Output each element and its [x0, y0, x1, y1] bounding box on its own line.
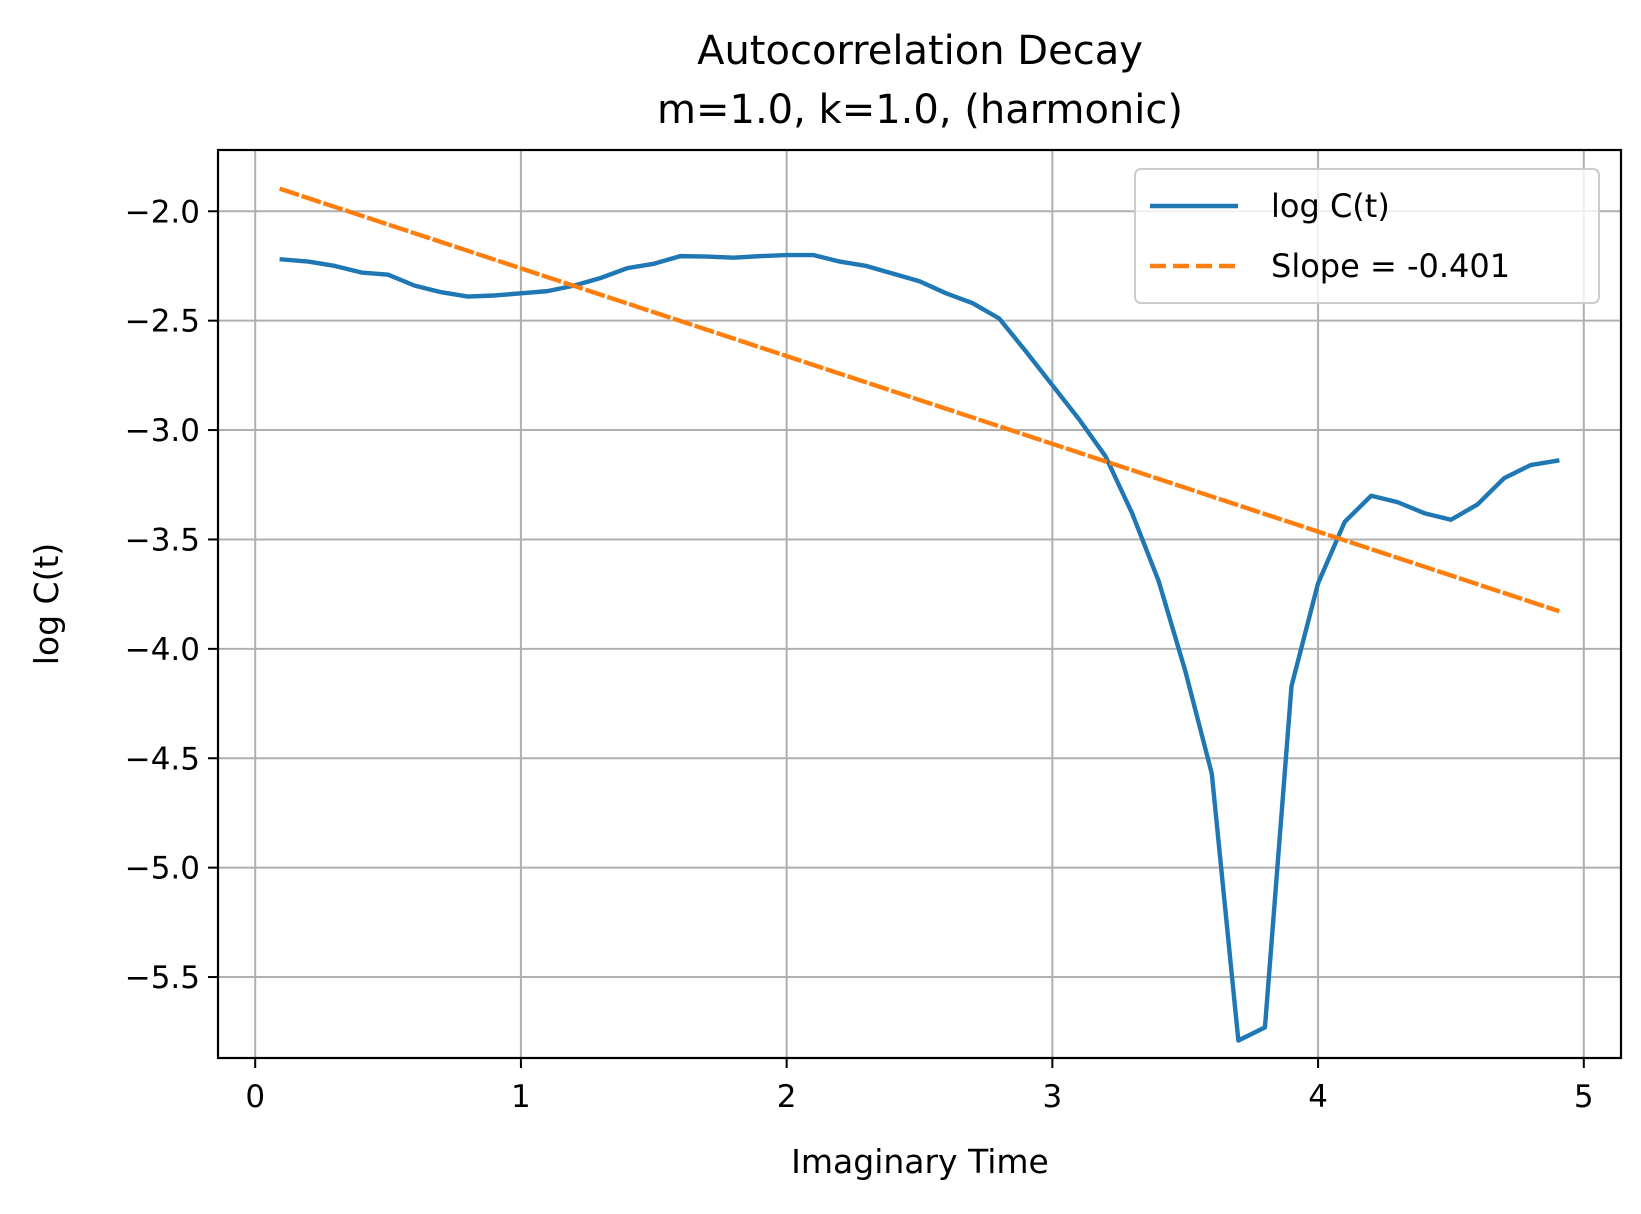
- y-axis-label: log C(t): [27, 543, 66, 666]
- y-tick-label: −4.5: [125, 741, 200, 777]
- x-tick-label: 4: [1308, 1079, 1328, 1115]
- x-tick-label: 5: [1574, 1079, 1594, 1115]
- legend-label-log-c: log C(t): [1271, 187, 1390, 225]
- chart-title-line-2: m=1.0, k=1.0, (harmonic): [657, 87, 1183, 133]
- x-tick-label: 3: [1042, 1079, 1062, 1115]
- y-tick-label: −3.5: [125, 522, 200, 558]
- y-tick-label: −3.0: [125, 413, 200, 449]
- y-tick-label: −5.5: [125, 960, 200, 996]
- chart-title-line-1: Autocorrelation Decay: [697, 28, 1143, 74]
- legend: log C(t) Slope = -0.401: [1134, 168, 1600, 304]
- legend-frame: [1134, 168, 1600, 304]
- y-tick-label: −2.5: [125, 304, 200, 340]
- axis-ticks: 0 1 2 3 4 5 −2.0 −2.5 −3.0 −3.5 −4.0 −4.5 −5.0 −5.5: [125, 194, 1594, 1115]
- axes-frame: [216, 148, 1623, 1060]
- legend-label-slope: Slope = -0.401: [1271, 247, 1510, 285]
- series-line-log-c: [279, 252, 1560, 1043]
- x-tick-label: 0: [245, 1079, 265, 1115]
- y-tick-label: −5.0: [125, 851, 200, 887]
- x-tick-label: 2: [777, 1079, 797, 1115]
- plot-area: [278, 186, 1561, 1043]
- y-tick-label: −2.0: [125, 194, 200, 230]
- y-tick-label: −4.0: [125, 632, 200, 668]
- series-line-slope-fit: [278, 186, 1561, 614]
- x-tick-label: 1: [511, 1079, 531, 1115]
- x-axis-label: Imaginary Time: [791, 1142, 1049, 1181]
